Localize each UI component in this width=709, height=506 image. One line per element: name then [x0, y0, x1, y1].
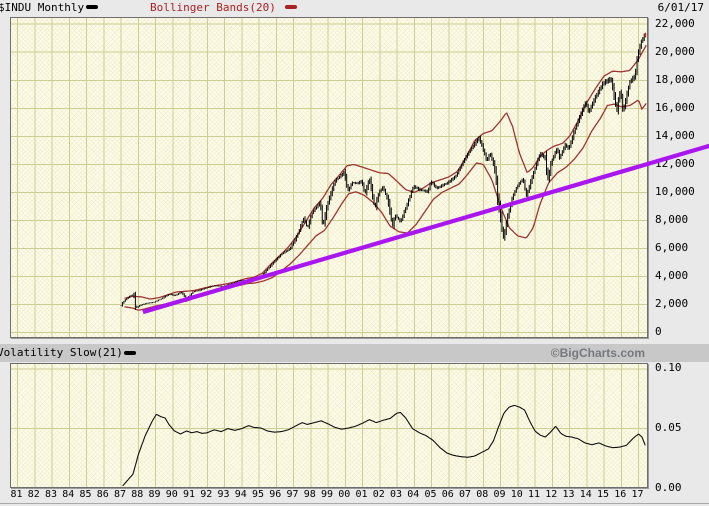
- x-axis-year-tick: 99: [320, 489, 334, 500]
- x-axis-year-tick: 09: [493, 489, 506, 500]
- x-axis-year-tick: 03: [389, 489, 403, 500]
- x-axis-year-tick: 12: [545, 489, 558, 500]
- x-axis-year-tick: 91: [182, 489, 196, 500]
- chart-date: 6/01/17: [657, 1, 704, 14]
- x-axis-year-tick: 17: [631, 489, 644, 500]
- main-y-axis-tick: 8,000: [655, 213, 689, 226]
- main-y-axis-tick: 6,000: [655, 241, 689, 255]
- x-axis-year-tick: 01: [355, 489, 368, 500]
- main-y-axis-tick: 0: [655, 325, 662, 339]
- x-axis-year-tick: 86: [96, 489, 109, 500]
- main-price-plot: [10, 17, 648, 338]
- volatility-y-axis-tick: 0.05: [655, 421, 682, 435]
- x-axis-year-tick: 88: [131, 489, 144, 500]
- x-axis-year-tick: 11: [527, 489, 541, 500]
- x-axis-year-tick: 90: [165, 489, 178, 500]
- x-axis-year-tick: 16: [614, 489, 627, 500]
- x-axis-year-tick: 07: [458, 489, 472, 500]
- x-axis-year-tick: 94: [234, 489, 247, 500]
- x-axis-year-labels: 81 82 83 84 85 86 87 88 89 90 91 92 93 94 95 96 97 98 99 00…: [10, 488, 709, 502]
- x-axis-year-tick: 02: [372, 489, 385, 500]
- volatility-line: [122, 404, 646, 487]
- volatility-label: Volatility Slow(21): [0, 346, 123, 359]
- main-y-axis-tick: 16,000: [655, 100, 695, 114]
- x-axis-year-tick: 13: [562, 489, 575, 500]
- main-y-axis-tick: 18,000: [655, 72, 695, 86]
- top-legend-band: $INDU Monthly Bollinger Bands(20) 6/01/1…: [0, 0, 709, 15]
- x-axis-year-tick: 04: [407, 489, 420, 500]
- main-chart-svg: [11, 18, 647, 337]
- right-y-axis-labels: 22,000 20,000 18,000 16,000 14,000 12,000 10,0…: [653, 0, 709, 506]
- x-axis-year-tick: 05: [424, 489, 437, 500]
- x-axis-year-tick: 83: [44, 489, 58, 500]
- price-legend-swatch-icon: [86, 5, 98, 9]
- volatility-plot: [10, 363, 648, 488]
- x-axis-year-tick: 84: [62, 489, 75, 500]
- x-axis-year-tick: 10: [510, 489, 523, 500]
- x-axis-year-tick: 85: [79, 489, 92, 500]
- volatility-legend-swatch-icon: [124, 351, 136, 355]
- x-axis-year-tick: 92: [200, 489, 213, 500]
- x-axis-year-tick: 95: [251, 489, 265, 500]
- volatility-chart-svg: [11, 364, 647, 487]
- main-y-axis-tick: 22,000: [655, 16, 695, 30]
- x-axis-year-tick: 14: [579, 489, 592, 500]
- main-y-axis-tick: 10,000: [655, 184, 695, 198]
- x-axis-year-tick: 98: [303, 489, 316, 500]
- x-axis-year-tick: 82: [27, 489, 40, 500]
- bigcharts-watermark: ©BigCharts.com: [550, 346, 645, 360]
- main-y-axis-tick: 4,000: [655, 269, 689, 283]
- x-axis-year-tick: 97: [286, 489, 299, 500]
- x-axis-year-tick: 08: [476, 489, 489, 500]
- x-axis-year-tick: 89: [148, 489, 161, 500]
- main-y-axis-tick: 20,000: [655, 44, 695, 58]
- x-axis-year-tick: 06: [441, 489, 454, 500]
- bollinger-band-line: [124, 99, 647, 311]
- main-y-axis-tick: 2,000: [655, 297, 689, 311]
- x-axis-year-tick: 87: [113, 489, 127, 500]
- bottom-divider: [0, 503, 709, 504]
- bollinger-legend-swatch-icon: [285, 5, 297, 9]
- x-axis-year-tick: 93: [217, 489, 230, 500]
- x-axis-year-tick: 81: [10, 489, 23, 500]
- x-axis-year-tick: 00: [338, 489, 351, 500]
- volatility-y-axis-tick: 0.00: [655, 480, 682, 494]
- volatility-y-axis-tick: 0.10: [655, 361, 682, 375]
- x-axis-year-tick: 96: [269, 489, 282, 500]
- lower-panel-legend-band: Volatility Slow(21) ©BigCharts.com: [0, 344, 709, 362]
- bollinger-band-line: [124, 44, 647, 300]
- main-y-axis-tick: 14,000: [655, 128, 695, 142]
- indicator-label: Bollinger Bands(20): [150, 1, 276, 14]
- symbol-label: $INDU Monthly: [0, 1, 85, 14]
- x-axis-year-tick: 15: [596, 489, 610, 500]
- main-y-axis-tick: 12,000: [655, 156, 695, 170]
